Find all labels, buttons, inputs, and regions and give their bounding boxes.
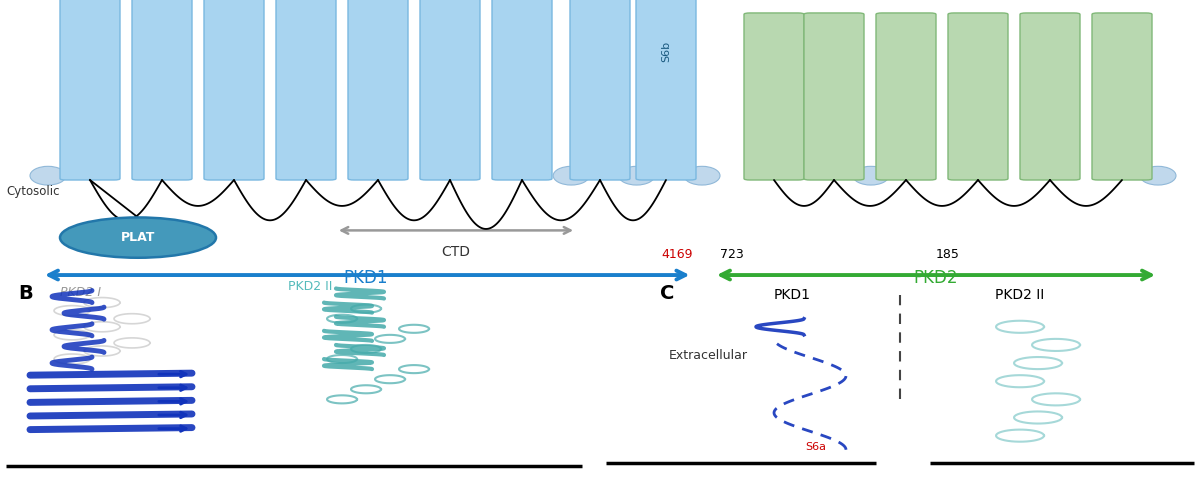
Text: S6a: S6a: [805, 442, 827, 452]
Text: PKD1: PKD1: [774, 288, 810, 302]
Ellipse shape: [684, 167, 720, 185]
Text: PKD2 II: PKD2 II: [995, 288, 1045, 302]
Ellipse shape: [1140, 167, 1176, 185]
Text: CTD: CTD: [442, 245, 470, 259]
FancyBboxPatch shape: [60, 0, 120, 180]
Text: Extracellular: Extracellular: [668, 348, 748, 361]
FancyBboxPatch shape: [948, 13, 1008, 180]
Text: 723: 723: [720, 248, 744, 262]
FancyBboxPatch shape: [204, 0, 264, 180]
FancyBboxPatch shape: [348, 0, 408, 180]
Text: B: B: [18, 285, 32, 303]
FancyBboxPatch shape: [492, 0, 552, 180]
FancyBboxPatch shape: [132, 0, 192, 180]
Text: PKD2: PKD2: [913, 269, 959, 287]
Text: Cytosolic: Cytosolic: [6, 185, 60, 198]
FancyBboxPatch shape: [1020, 13, 1080, 180]
FancyBboxPatch shape: [1092, 13, 1152, 180]
FancyBboxPatch shape: [876, 13, 936, 180]
FancyBboxPatch shape: [804, 13, 864, 180]
Ellipse shape: [619, 167, 655, 185]
FancyBboxPatch shape: [570, 0, 630, 180]
Text: 185: 185: [936, 248, 960, 262]
Text: PKD2 I: PKD2 I: [60, 287, 101, 300]
Text: PLAT: PLAT: [121, 231, 155, 244]
Ellipse shape: [60, 217, 216, 258]
Text: 4169: 4169: [661, 248, 692, 262]
FancyBboxPatch shape: [744, 13, 804, 180]
Ellipse shape: [853, 167, 889, 185]
Text: C: C: [660, 285, 674, 303]
Ellipse shape: [30, 167, 66, 185]
Ellipse shape: [553, 167, 589, 185]
Text: PKD1: PKD1: [343, 269, 389, 287]
FancyBboxPatch shape: [276, 0, 336, 180]
FancyBboxPatch shape: [420, 0, 480, 180]
Text: PKD2 II: PKD2 II: [288, 280, 332, 293]
FancyBboxPatch shape: [636, 0, 696, 180]
Text: S6b: S6b: [661, 41, 671, 62]
